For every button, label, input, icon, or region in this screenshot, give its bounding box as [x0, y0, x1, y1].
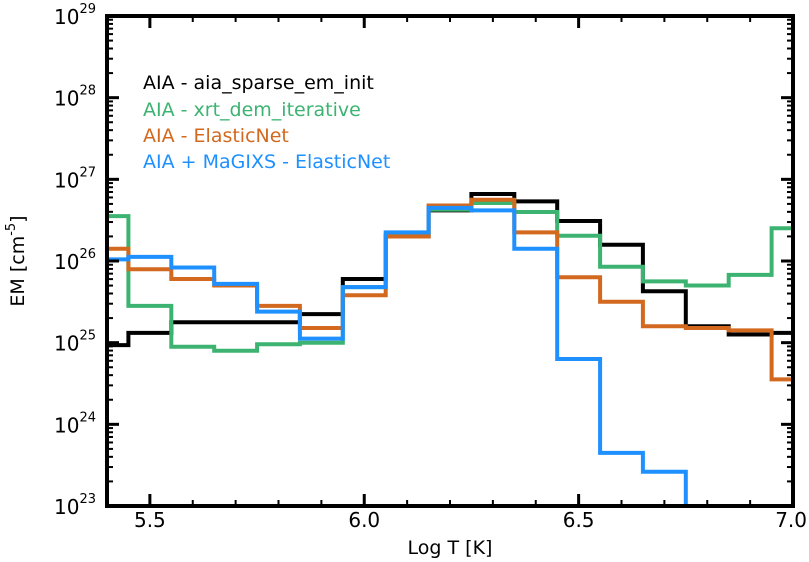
x-axis-title: Log T [K]	[408, 537, 493, 559]
series-line-3	[107, 205, 688, 506]
y-tick-base: 10	[54, 87, 79, 111]
y-axis-title-sup: -5	[4, 223, 19, 236]
legend-entry-1: AIA - xrt_dem_iterative	[143, 99, 361, 121]
legend: AIA - aia_sparse_em_init AIA - xrt_dem_i…	[143, 72, 390, 173]
series-layer	[107, 192, 793, 506]
series-line-0	[107, 192, 793, 506]
series-line-2	[107, 197, 793, 506]
y-tick-label: 1027	[54, 165, 96, 192]
y-tick-base: 10	[54, 413, 79, 437]
y-tick-exponent: 25	[79, 329, 96, 344]
y-tick-exponent: 26	[79, 247, 96, 262]
y-tick-base: 10	[54, 5, 79, 29]
y-tick-base: 10	[54, 332, 79, 356]
y-tick-base: 10	[54, 168, 79, 192]
y-tick-label: 1023	[54, 492, 96, 519]
y-tick-base: 10	[54, 495, 79, 519]
y-tick-label: 1024	[54, 410, 96, 437]
y-tick-label: 1029	[54, 2, 96, 29]
legend-entry-2: AIA - ElasticNet	[143, 125, 289, 147]
x-tick-label: 6.5	[563, 508, 595, 532]
x-tick-label: 7.0	[775, 508, 807, 532]
legend-entry-0: AIA - aia_sparse_em_init	[143, 72, 374, 94]
y-axis-title-close: ]	[7, 215, 29, 222]
y-tick-exponent: 23	[79, 492, 96, 507]
x-tick-label: 5.5	[134, 508, 166, 532]
y-tick-exponent: 28	[79, 84, 96, 99]
legend-entry-3: AIA + MaGIXS - ElasticNet	[143, 151, 390, 173]
series-line-1	[107, 201, 793, 506]
x-tick-label: 6.0	[348, 508, 380, 532]
y-tick-exponent: 29	[79, 2, 96, 17]
y-axis-title-main: EM [cm	[7, 236, 29, 307]
y-tick-label: 1026	[54, 247, 96, 274]
y-tick-label: 1025	[54, 329, 96, 356]
y-axis-title: EM [cm-5]	[4, 215, 29, 306]
y-tick-label: 1028	[54, 84, 96, 111]
ticks-layer	[107, 16, 793, 506]
y-tick-exponent: 24	[79, 410, 96, 425]
y-tick-base: 10	[54, 250, 79, 274]
y-tick-exponent: 27	[79, 165, 96, 180]
